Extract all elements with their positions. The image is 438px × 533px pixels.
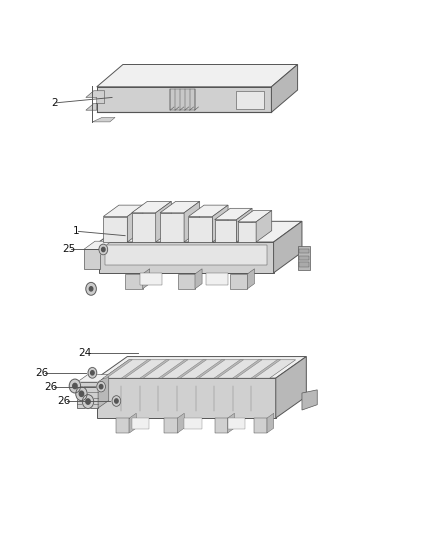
Polygon shape <box>170 88 194 110</box>
Circle shape <box>82 394 94 408</box>
Circle shape <box>89 287 93 291</box>
Polygon shape <box>299 262 308 266</box>
Polygon shape <box>214 360 244 378</box>
Polygon shape <box>251 360 281 378</box>
Polygon shape <box>160 201 200 213</box>
Polygon shape <box>106 245 267 265</box>
Text: 25: 25 <box>62 245 75 254</box>
Polygon shape <box>267 413 274 433</box>
Polygon shape <box>121 360 151 378</box>
Polygon shape <box>238 211 272 222</box>
Polygon shape <box>215 418 228 433</box>
Polygon shape <box>103 360 132 378</box>
Polygon shape <box>215 220 237 242</box>
Polygon shape <box>97 87 272 112</box>
Polygon shape <box>256 211 272 242</box>
Circle shape <box>76 387 87 401</box>
Polygon shape <box>143 269 150 289</box>
Polygon shape <box>159 360 188 378</box>
Polygon shape <box>215 208 252 220</box>
Text: 26: 26 <box>44 382 58 392</box>
Polygon shape <box>97 357 306 378</box>
Polygon shape <box>237 91 265 109</box>
Polygon shape <box>237 208 252 242</box>
Text: 26: 26 <box>57 396 71 406</box>
Polygon shape <box>177 274 195 289</box>
Circle shape <box>102 247 105 252</box>
Polygon shape <box>84 249 100 269</box>
Circle shape <box>73 383 77 389</box>
Polygon shape <box>103 205 143 216</box>
Polygon shape <box>97 378 276 418</box>
Polygon shape <box>92 117 115 122</box>
Polygon shape <box>86 91 105 110</box>
Polygon shape <box>130 413 136 433</box>
Polygon shape <box>84 241 112 249</box>
Polygon shape <box>98 375 109 408</box>
Circle shape <box>112 395 121 406</box>
Polygon shape <box>140 360 170 378</box>
Text: 26: 26 <box>35 368 49 378</box>
Polygon shape <box>184 201 200 242</box>
Polygon shape <box>195 360 225 378</box>
Text: 2: 2 <box>51 98 57 108</box>
Polygon shape <box>228 418 245 429</box>
Polygon shape <box>132 418 149 429</box>
Polygon shape <box>160 213 184 242</box>
Polygon shape <box>103 360 296 378</box>
Polygon shape <box>299 256 308 260</box>
Polygon shape <box>125 274 143 289</box>
Polygon shape <box>77 375 109 382</box>
Polygon shape <box>230 274 247 289</box>
Text: 24: 24 <box>78 348 92 358</box>
Polygon shape <box>184 418 201 429</box>
Polygon shape <box>141 273 162 285</box>
Polygon shape <box>177 360 206 378</box>
Polygon shape <box>276 357 306 418</box>
Circle shape <box>88 368 97 378</box>
Polygon shape <box>155 201 171 242</box>
Circle shape <box>99 384 103 389</box>
Polygon shape <box>127 205 143 242</box>
Polygon shape <box>297 246 310 270</box>
Polygon shape <box>164 418 177 433</box>
Polygon shape <box>299 249 308 253</box>
Polygon shape <box>272 64 297 112</box>
Polygon shape <box>228 413 234 433</box>
Circle shape <box>69 379 81 393</box>
Polygon shape <box>274 221 302 273</box>
Polygon shape <box>233 360 262 378</box>
Polygon shape <box>212 205 228 242</box>
Polygon shape <box>97 64 297 87</box>
Circle shape <box>99 244 108 255</box>
Circle shape <box>86 399 90 404</box>
Circle shape <box>86 282 96 295</box>
Polygon shape <box>247 269 254 289</box>
Polygon shape <box>103 216 127 242</box>
Circle shape <box>115 399 118 403</box>
Polygon shape <box>77 382 98 408</box>
Polygon shape <box>132 213 155 242</box>
Polygon shape <box>238 222 256 242</box>
Polygon shape <box>99 221 302 242</box>
Circle shape <box>91 370 94 375</box>
Text: 1: 1 <box>73 227 79 237</box>
Polygon shape <box>177 413 184 433</box>
Polygon shape <box>302 390 317 410</box>
Polygon shape <box>188 205 228 216</box>
Polygon shape <box>188 216 212 242</box>
Polygon shape <box>195 269 202 289</box>
Polygon shape <box>99 242 274 273</box>
Circle shape <box>97 381 106 392</box>
Circle shape <box>79 391 84 397</box>
Polygon shape <box>206 273 228 285</box>
Polygon shape <box>254 418 267 433</box>
Polygon shape <box>132 201 171 213</box>
Polygon shape <box>117 418 130 433</box>
